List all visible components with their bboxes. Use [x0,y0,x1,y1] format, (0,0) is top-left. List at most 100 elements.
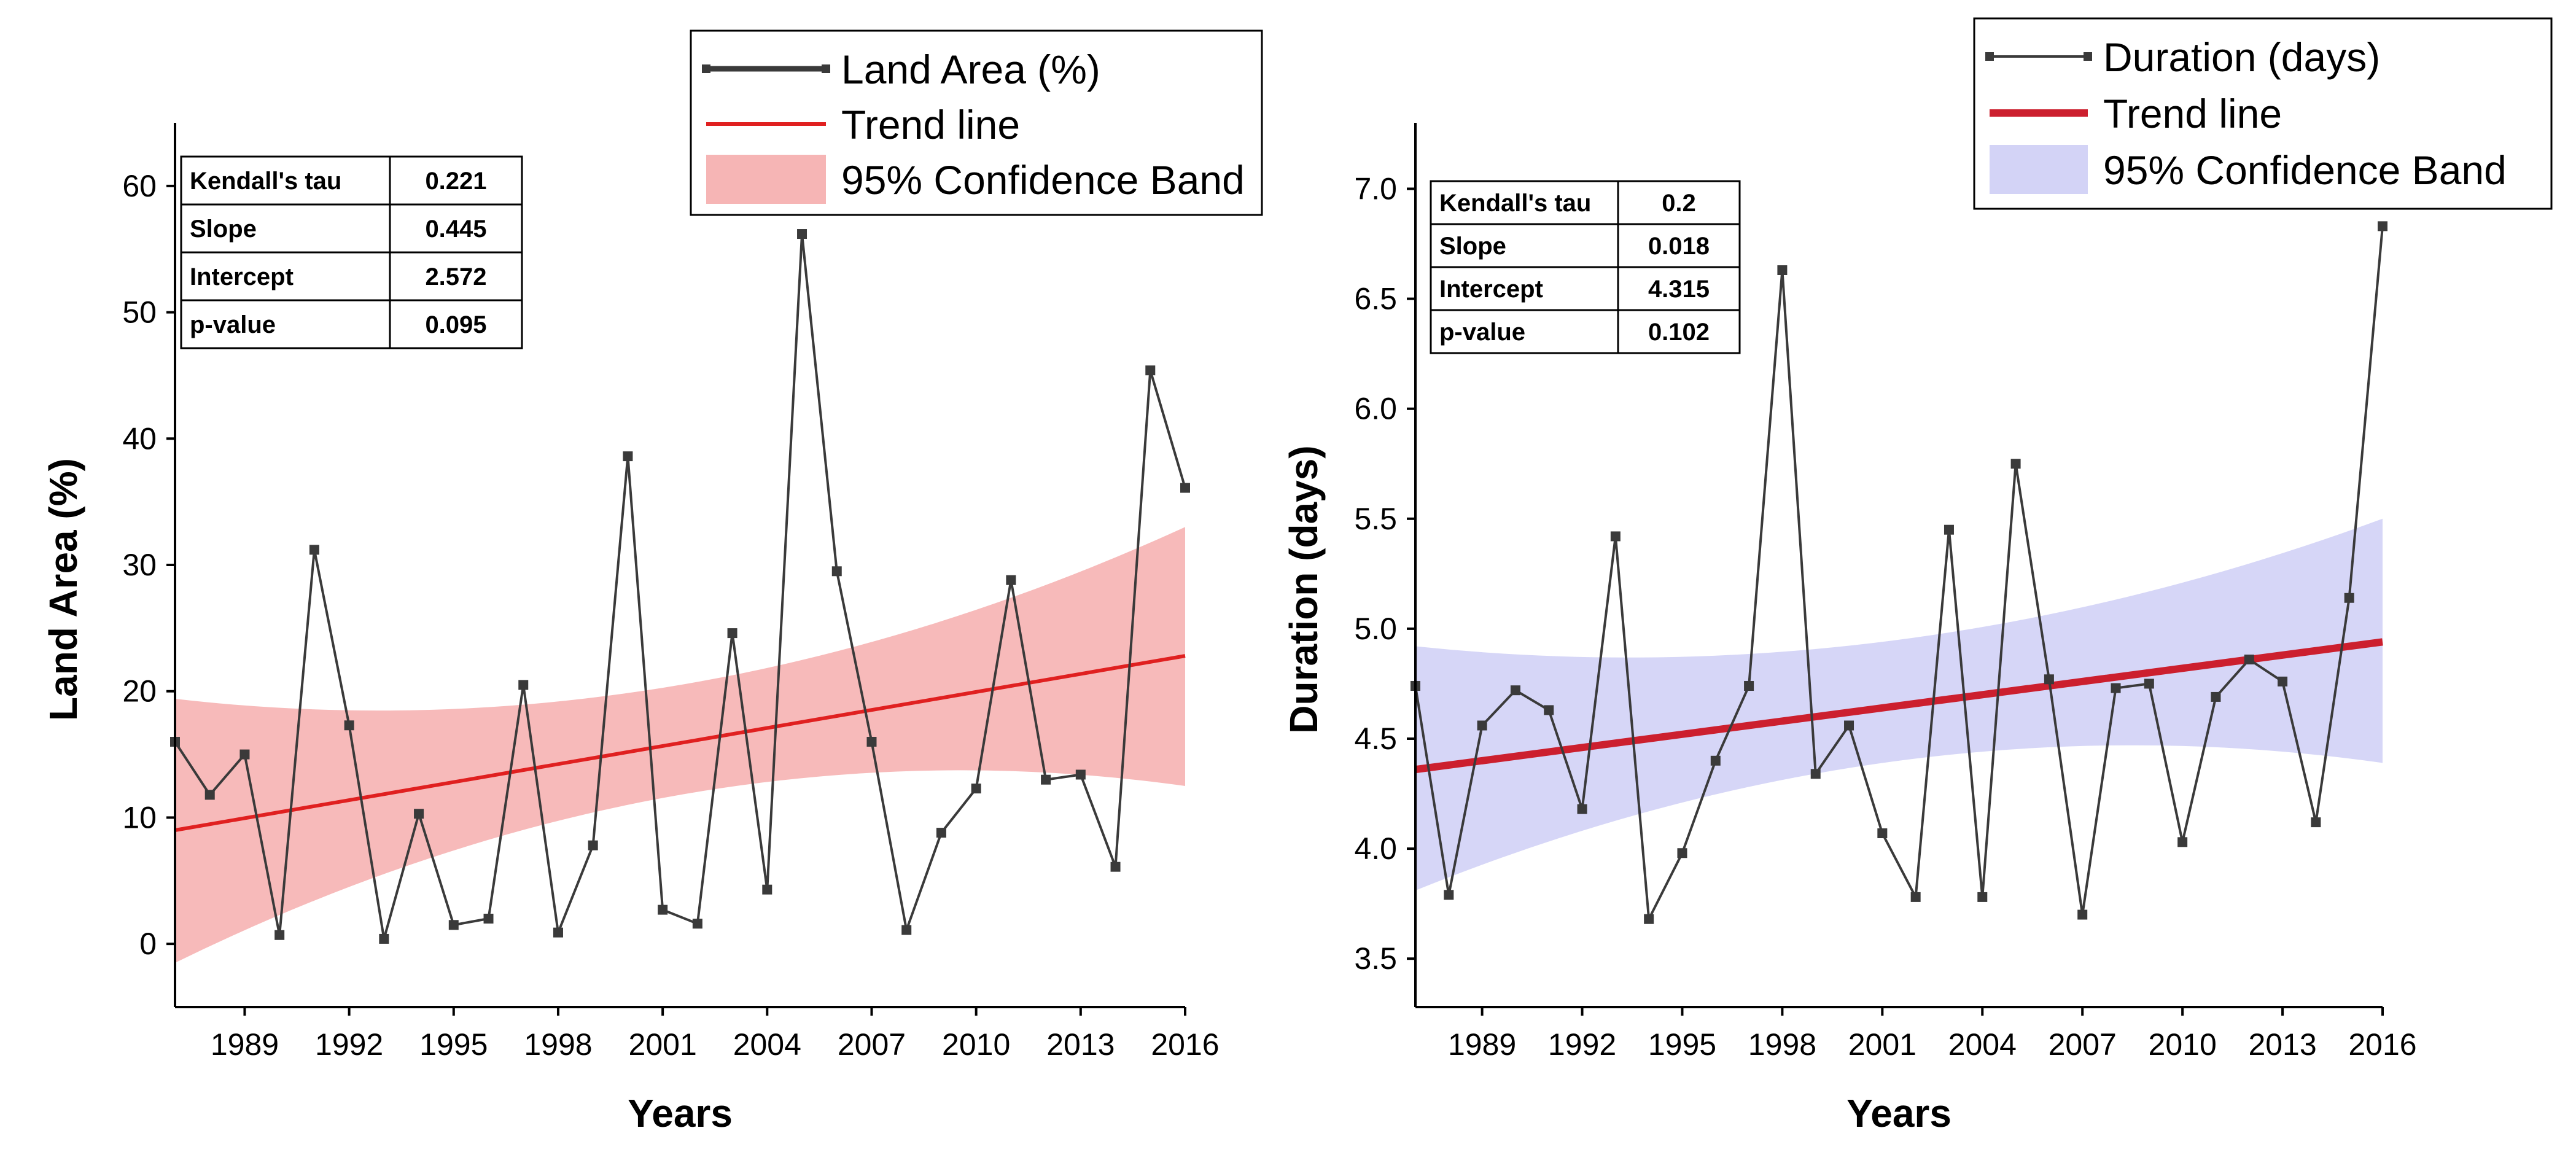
x-axis-title: Years [628,1091,733,1135]
data-point [1977,892,1988,902]
data-point [274,930,285,940]
data-point [1644,914,1654,924]
data-point [831,566,842,577]
stats-table: Kendall's tau 0.221 Slope 0.445 Intercept 2.5… [180,155,523,349]
data-point [2010,459,2021,469]
data-point [797,229,807,239]
y-axis-title: Duration (days) [1282,445,1326,733]
x-tick-label: 1998 [1748,1027,1816,1062]
data-point [2111,683,2121,693]
legend-trend-label: Trend line [2103,91,2282,136]
y-tick-label: 50 [122,295,157,330]
x-tick-label: 1989 [211,1027,279,1062]
series-line [174,233,1186,940]
y-tick-label: 5.0 [1354,612,1397,646]
y-tick-label: 5.5 [1354,502,1397,536]
stats-value: 0.102 [1648,319,1710,346]
legend-band-label: 95% Confidence Band [2103,147,2507,193]
y-tick-label: 7.0 [1354,171,1397,206]
x-tick-label: 2010 [2149,1027,2217,1062]
legend: Duration (days) Trend line 95% Confidence … [1973,17,2553,210]
stats-label: Slope [190,216,257,243]
x-tick-label: 2010 [942,1027,1010,1062]
stats-table: Kendall's tau 0.2 Slope 0.018 Intercept 4.315… [1430,180,1741,354]
data-point [1677,848,1687,858]
data-point [414,809,424,819]
data-point [1041,774,1051,785]
data-point [1444,890,1454,900]
data-point [2244,655,2254,665]
data-point [2311,817,2321,828]
x-tick-label: 1995 [1648,1027,1716,1062]
x-tick-label: 2013 [1046,1027,1115,1062]
data-point [239,749,250,760]
stats-value: 0.221 [425,168,486,195]
data-point [727,628,737,639]
x-tick-label: 1989 [1448,1027,1516,1062]
data-point [309,545,319,555]
data-point [2044,674,2054,685]
y-axis-title: Land Area (%) [41,458,85,721]
x-tick-label: 2007 [2049,1027,2117,1062]
legend-band-key [1990,145,2088,194]
data-point [2211,691,2221,702]
trend-line [1415,638,2383,774]
y-tick-label: 0 [139,927,157,961]
x-tick-label: 2001 [629,1027,697,1062]
x-tick-label: 2004 [733,1027,801,1062]
data-point [518,680,529,690]
y-tick-label: 20 [122,674,157,709]
data-point [1844,720,1854,731]
data-point [1180,483,1190,493]
data-point [2344,593,2354,603]
data-point [204,790,215,800]
data-point [448,920,459,930]
legend-band-label: 95% Confidence Band [841,157,1245,203]
data-point [1810,769,1821,779]
data-point [1944,524,1954,535]
data-point [1075,769,1086,780]
stats-label: Kendall's tau [1439,190,1591,217]
stats-value: 0.095 [425,311,486,338]
data-point [1477,720,1487,731]
data-point [2278,676,2288,687]
data-point [936,828,946,838]
data-point [1877,828,1888,839]
x-tick-label: 2004 [1948,1027,2017,1062]
data-point [1744,681,1754,691]
data-point [2378,221,2387,231]
land-area-chart: 0 10 20 30 40 50 60 1989 1992 1995 1998 2001 2004 200… [41,29,1263,1135]
legend: Land Area (%) Trend line 95% Confidence Ba… [690,29,1263,216]
y-tick-label: 6.0 [1354,392,1397,426]
stats-label: Slope [1439,233,1506,260]
data-point [553,927,563,938]
legend-trend-label: Trend line [841,102,1020,147]
data-point [1610,531,1621,542]
y-tick-label: 10 [122,800,157,834]
x-tick-label: 2016 [2348,1027,2416,1062]
y-tick-label: 3.5 [1354,941,1397,976]
x-tick-label: 2001 [1848,1027,1916,1062]
stats-label: p-value [1439,319,1525,346]
data-point [971,784,981,794]
data-point [588,840,598,850]
y-tick-label: 30 [122,548,157,582]
data-point [483,914,494,924]
legend-series-label: Land Area (%) [841,47,1100,92]
data-point [344,720,354,731]
stats-label: Intercept [190,263,294,290]
data-point [1910,892,1921,902]
data-point [1110,862,1121,872]
x-tick-label: 1992 [315,1027,383,1062]
trend-line [174,654,1186,832]
x-tick-label: 2013 [2248,1027,2316,1062]
data-point [1777,265,1788,275]
x-axis-title: Years [1846,1091,1951,1135]
data-point [2077,909,2088,920]
data-point [623,451,633,462]
series-line [1414,226,2384,924]
data-point [901,925,912,935]
data-point [1006,575,1016,585]
x-tick-label: 1992 [1548,1027,1616,1062]
